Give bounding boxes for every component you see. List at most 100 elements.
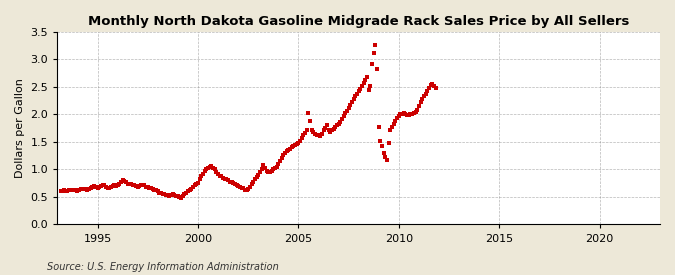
Point [331,123,342,128]
Point [238,186,248,190]
Point [77,186,88,191]
Point [261,168,272,173]
Point [390,119,401,123]
Point [244,185,255,189]
Point [246,182,257,186]
Point [67,188,78,192]
Point [265,170,275,174]
Point [395,112,406,117]
Point [57,189,68,193]
Point [414,104,425,108]
Point [310,131,321,136]
Point [140,184,151,189]
Point [129,183,140,188]
Point [199,169,210,173]
Point [219,177,230,181]
Point [233,184,244,188]
Point [179,191,190,196]
Point [383,141,394,145]
Point [259,166,270,170]
Y-axis label: Dollars per Gallon: Dollars per Gallon [15,78,25,178]
Point [181,190,192,195]
Point [298,133,309,138]
Point [251,174,262,179]
Point [97,183,108,187]
Point [358,80,369,85]
Point [188,185,198,189]
Point [80,187,91,191]
Point [171,194,182,198]
Point [405,112,416,117]
Point [147,186,158,191]
Point [356,84,367,88]
Point [321,123,332,128]
Point [348,97,359,101]
Point [313,133,324,138]
Point [59,188,70,192]
Point [111,184,122,188]
Point [230,182,240,186]
Point [139,183,150,188]
Point [275,158,286,163]
Point [119,179,130,183]
Point [404,113,414,117]
Point [84,187,95,191]
Point [69,188,80,192]
Point [311,133,322,137]
Point [338,114,349,118]
Point [149,188,160,192]
Point [163,193,173,197]
Point [269,166,280,170]
Point [76,187,86,191]
Point [365,84,376,88]
Point [198,172,209,176]
Point [362,75,373,79]
Point [216,174,227,178]
Point [121,180,132,184]
Point [224,179,235,184]
Point [131,184,142,188]
Point [424,86,435,90]
Point [308,130,319,134]
Point [377,144,387,148]
Point [417,97,428,101]
Point [278,153,289,157]
Point [206,164,217,168]
Point [353,89,364,93]
Point [117,178,128,183]
Point [146,186,157,190]
Point [55,189,66,194]
Point [420,91,431,96]
Point [281,148,292,153]
Point [184,188,195,192]
Point [373,124,384,129]
Point [285,146,296,151]
Point [208,166,219,170]
Point [182,189,193,193]
Point [398,111,409,116]
Point [176,195,187,200]
Point [286,145,297,150]
Point [96,184,107,188]
Point [408,111,419,116]
Point [124,182,134,186]
Point [429,84,439,88]
Point [114,182,125,186]
Point [151,188,161,192]
Point [300,130,310,135]
Point [402,113,412,117]
Point [109,183,119,188]
Point [221,177,232,182]
Point [156,191,167,195]
Point [231,183,242,187]
Point [342,108,352,113]
Point [137,183,148,187]
Point [303,111,314,116]
Point [304,119,315,123]
Point [328,126,339,131]
Point [88,184,99,188]
Point [363,87,374,92]
Point [415,100,426,104]
Title: Monthly North Dakota Gasoline Midgrade Rack Sales Price by All Sellers: Monthly North Dakota Gasoline Midgrade R… [88,15,629,28]
Point [94,185,105,189]
